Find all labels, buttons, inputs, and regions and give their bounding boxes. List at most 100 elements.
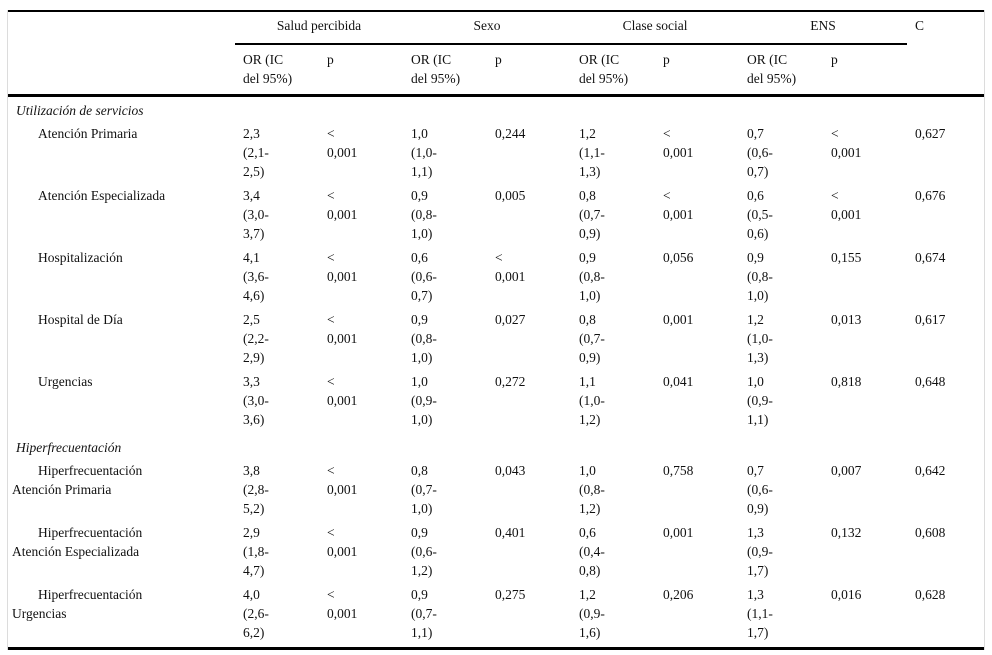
section-title: Utilización de servicios xyxy=(16,103,144,118)
cell-clase-or: 0,8 (0,7- 0,9) xyxy=(579,188,605,241)
group-header-salud-percibida: Salud percibida xyxy=(235,11,404,45)
cell-ens-p: 0,818 xyxy=(831,374,862,389)
cell-clase-or: 1,2 (1,1- 1,3) xyxy=(579,126,605,179)
table-row: Atención Primaria 2,3 (2,1- 2,5) < 0,001 1,… xyxy=(8,124,984,186)
group-header-ens: ENS xyxy=(739,11,908,45)
cell-clase-or: 0,6 (0,4- 0,8) xyxy=(579,525,605,578)
subheader-salud-p: p xyxy=(319,44,404,97)
cell-clase-or: 1,0 (0,8- 1,2) xyxy=(579,463,605,516)
cell-ens-p: 0,013 xyxy=(831,312,862,327)
label-column-header xyxy=(8,11,235,97)
cell-salud-or: 2,5 (2,2- 2,9) xyxy=(243,312,269,365)
cell-ens-p: < 0,001 xyxy=(831,188,862,222)
subheader-ens-p: p xyxy=(823,44,908,97)
cell-clase-p: < 0,001 xyxy=(663,188,694,222)
cell-c-statistic: 0,628 xyxy=(915,587,946,602)
cell-salud-p: < 0,001 xyxy=(327,374,358,408)
cell-ens-p: 0,007 xyxy=(831,463,862,478)
cell-clase-p: 0,758 xyxy=(663,463,694,478)
cell-ens-or: 1,3 (1,1- 1,7) xyxy=(747,587,773,640)
cell-sexo-or: 0,9 (0,7- 1,1) xyxy=(411,587,437,640)
table-row: Hiperfrecuentación Urgencias 4,0 (2,6- 6,… xyxy=(8,585,984,649)
table-header: Salud percibida Sexo Clase social ENS C … xyxy=(8,11,984,97)
cell-c-statistic: 0,627 xyxy=(915,126,946,141)
cell-sexo-or: 0,9 (0,6- 1,2) xyxy=(411,525,437,578)
cell-c-statistic: 0,648 xyxy=(915,374,946,389)
cell-sexo-p: < 0,001 xyxy=(495,250,526,284)
subheader-sexo-p: p xyxy=(487,44,572,97)
cell-ens-or: 0,7 (0,6- 0,7) xyxy=(747,126,773,179)
cell-sexo-or: 0,6 (0,6- 0,7) xyxy=(411,250,437,303)
cell-clase-or: 1,1 (1,0- 1,2) xyxy=(579,374,605,427)
cell-sexo-p: 0,027 xyxy=(495,312,526,327)
cell-ens-p: 0,132 xyxy=(831,525,862,540)
cell-c-statistic: 0,674 xyxy=(915,250,946,265)
group-header-row: Salud percibida Sexo Clase social ENS C xyxy=(8,11,984,97)
cell-ens-or: 0,6 (0,5- 0,6) xyxy=(747,188,773,241)
table-body: Utilización de servicios Atención Primari… xyxy=(8,96,984,649)
cell-salud-p: < 0,001 xyxy=(327,126,358,160)
cell-sexo-p: 0,275 xyxy=(495,587,526,602)
subheader-salud-or: OR (IC del 95%) xyxy=(235,44,319,97)
cell-ens-or: 0,9 (0,8- 1,0) xyxy=(747,250,773,303)
section-header-row: Utilización de servicios xyxy=(8,96,984,125)
group-header-clase-social: Clase social xyxy=(571,11,740,45)
cell-salud-or: 4,1 (3,6- 4,6) xyxy=(243,250,269,303)
cell-clase-p: 0,001 xyxy=(663,312,694,327)
table-row: Urgencias 3,3 (3,0- 3,6) < 0,001 1,0 (0,9- … xyxy=(8,372,984,434)
cell-ens-or: 1,0 (0,9- 1,1) xyxy=(747,374,773,427)
cell-c-statistic: 0,676 xyxy=(915,188,946,203)
subheader-clase-or: OR (IC del 95%) xyxy=(571,44,656,97)
cell-sexo-or: 1,0 (1,0- 1,1) xyxy=(411,126,437,179)
table-row: Atención Especializada 3,4 (3,0- 3,7) < 0,… xyxy=(8,186,984,248)
cell-sexo-p: 0,244 xyxy=(495,126,526,141)
table-row: Hiperfrecuentación Atención Especializad… xyxy=(8,523,984,585)
table-row: Hospital de Día 2,5 (2,2- 2,9) < 0,001 0,9 … xyxy=(8,310,984,372)
cell-ens-or: 0,7 (0,6- 0,9) xyxy=(747,463,773,516)
cell-clase-or: 0,9 (0,8- 1,0) xyxy=(579,250,605,303)
cell-sexo-p: 0,272 xyxy=(495,374,526,389)
subheader-clase-p: p xyxy=(655,44,740,97)
cell-ens-or: 1,3 (0,9- 1,7) xyxy=(747,525,773,578)
table-row: Hospitalización 4,1 (3,6- 4,6) < 0,001 0,6 … xyxy=(8,248,984,310)
cell-salud-p: < 0,001 xyxy=(327,463,358,497)
cell-sexo-or: 0,8 (0,7- 1,0) xyxy=(411,463,437,516)
cell-sexo-or: 0,9 (0,8- 1,0) xyxy=(411,312,437,365)
cell-sexo-p: 0,005 xyxy=(495,188,526,203)
column-header-c-statistic: C xyxy=(907,11,984,97)
cell-clase-or: 1,2 (0,9- 1,6) xyxy=(579,587,605,640)
cell-salud-p: < 0,001 xyxy=(327,587,358,621)
row-label: Atención Especializada xyxy=(38,188,166,203)
row-label: Urgencias xyxy=(38,374,93,389)
table-row: Hiperfrecuentación Atención Primaria 3,8 … xyxy=(8,461,984,523)
cell-clase-or: 0,8 (0,7- 0,9) xyxy=(579,312,605,365)
cell-clase-p: < 0,001 xyxy=(663,126,694,160)
section-title: Hiperfrecuentación xyxy=(16,440,122,455)
row-label: Hiperfrecuentación Atención Especializad… xyxy=(12,525,143,559)
row-label: Hospital de Día xyxy=(38,312,123,327)
cell-sexo-or: 1,0 (0,9- 1,0) xyxy=(411,374,437,427)
cell-c-statistic: 0,642 xyxy=(915,463,946,478)
row-label: Hiperfrecuentación Urgencias xyxy=(12,587,143,621)
cell-salud-or: 2,3 (2,1- 2,5) xyxy=(243,126,269,179)
cell-sexo-or: 0,9 (0,8- 1,0) xyxy=(411,188,437,241)
cell-salud-or: 4,0 (2,6- 6,2) xyxy=(243,587,269,640)
row-label: Hiperfrecuentación Atención Primaria xyxy=(12,463,143,497)
subheader-row: OR (IC del 95%) p OR (IC del 95%) p OR (… xyxy=(8,44,984,97)
cell-salud-or: 3,8 (2,8- 5,2) xyxy=(243,463,269,516)
cell-sexo-p: 0,401 xyxy=(495,525,526,540)
page-frame: Salud percibida Sexo Clase social ENS C … xyxy=(7,10,985,650)
row-label: Hospitalización xyxy=(38,250,123,265)
cell-clase-p: 0,206 xyxy=(663,587,694,602)
cell-salud-p: < 0,001 xyxy=(327,312,358,346)
cell-sexo-p: 0,043 xyxy=(495,463,526,478)
cell-salud-p: < 0,001 xyxy=(327,188,358,222)
subheader-sexo-or: OR (IC del 95%) xyxy=(403,44,488,97)
cell-clase-p: 0,041 xyxy=(663,374,694,389)
cell-salud-p: < 0,001 xyxy=(327,525,358,559)
cell-salud-or: 2,9 (1,8- 4,7) xyxy=(243,525,269,578)
cell-salud-or: 3,4 (3,0- 3,7) xyxy=(243,188,269,241)
cell-ens-p: 0,155 xyxy=(831,250,862,265)
cell-ens-p: < 0,001 xyxy=(831,126,862,160)
cell-ens-p: 0,016 xyxy=(831,587,862,602)
